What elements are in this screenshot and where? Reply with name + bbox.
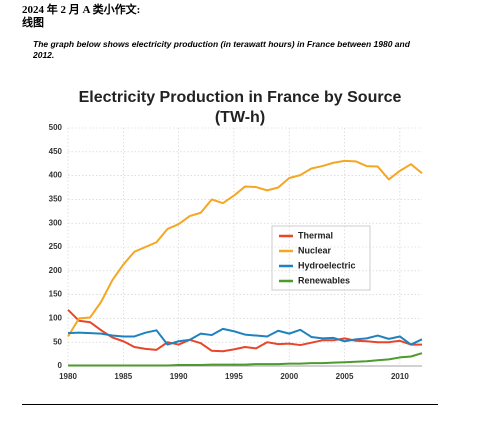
legend-label: Nuclear: [298, 245, 332, 255]
y-tick-label: 500: [49, 123, 63, 132]
y-tick-label: 300: [49, 218, 63, 227]
x-tick-label: 2010: [391, 372, 409, 381]
legend-label: Renewables: [298, 275, 350, 285]
y-tick-label: 100: [49, 314, 63, 323]
rule: [22, 404, 438, 405]
series-line: [67, 327, 423, 346]
y-tick-label: 50: [53, 337, 62, 346]
y-tick-label: 150: [49, 290, 63, 299]
chart-title: Electricity Production in France by Sour…: [79, 89, 402, 106]
series-line: [67, 159, 423, 338]
series-line: [68, 352, 423, 367]
legend-label: Hydroelectric: [298, 260, 356, 270]
x-tick-label: 1985: [114, 372, 132, 381]
chart-subtitle: (TW-h): [215, 109, 265, 126]
x-tick-label: 1980: [59, 372, 77, 381]
x-tick-label: 1990: [170, 372, 188, 381]
y-tick-label: 450: [49, 147, 63, 156]
legend-label: Thermal: [298, 230, 333, 240]
header-title: 2024 年 2 月 A 类小作文:: [22, 4, 141, 16]
prompt: The graph below shows electricity produc…: [33, 39, 410, 60]
y-tick-label: 350: [49, 195, 63, 204]
x-tick-label: 2005: [336, 372, 354, 381]
x-tick-label: 2000: [280, 372, 298, 381]
y-tick-label: 400: [49, 171, 63, 180]
y-tick-label: 250: [49, 242, 63, 251]
header: 2024 年 2 月 A 类小作文: 线图: [22, 4, 140, 30]
y-tick-label: 200: [49, 266, 63, 275]
y-tick-label: 0: [58, 361, 63, 370]
header-subtitle: 线图: [22, 17, 44, 29]
series-line: [67, 309, 422, 353]
x-tick-label: 1995: [225, 372, 243, 381]
